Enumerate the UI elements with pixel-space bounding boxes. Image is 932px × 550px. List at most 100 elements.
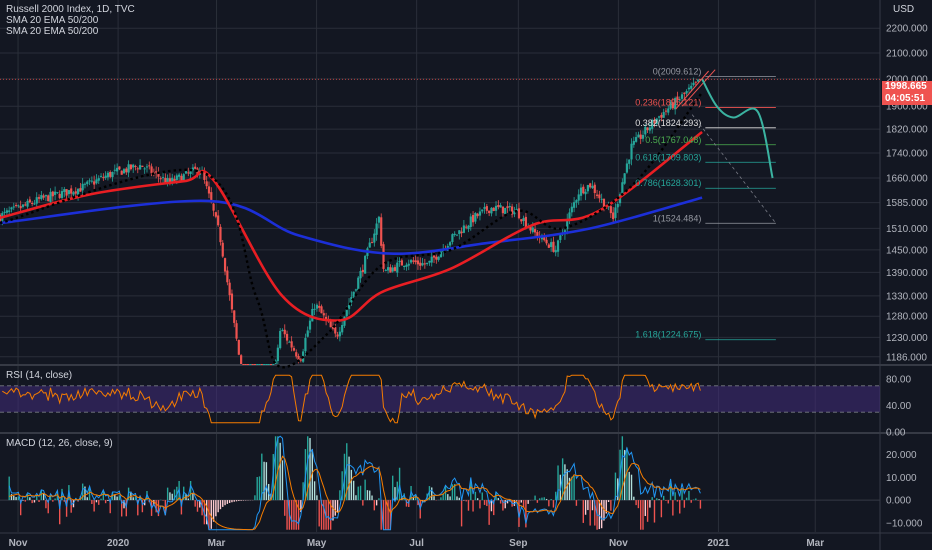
candle-body (155, 171, 158, 173)
ema200-line (0, 196, 703, 256)
candle-body (217, 215, 220, 226)
ema50-line (0, 130, 703, 322)
candle-body (63, 189, 66, 192)
candle-body (141, 165, 144, 167)
candle-body (517, 208, 521, 219)
candle-body (361, 269, 364, 273)
candle-body (671, 102, 674, 109)
macd-tick-label: 0.000 (886, 496, 911, 507)
candle-body (288, 341, 291, 343)
candle-body (14, 205, 18, 207)
indicator-legend-2[interactable]: SMA 20 EMA 50/200 (6, 26, 99, 37)
channel-line (681, 69, 716, 107)
candle-body (451, 234, 454, 242)
channel-line (675, 70, 709, 110)
candle-body (439, 251, 443, 258)
candle-body (246, 364, 250, 365)
candle-body (33, 203, 36, 205)
candle-body (497, 204, 500, 208)
candle-body (628, 159, 631, 164)
candle-body (47, 195, 50, 202)
candle-body (573, 202, 576, 208)
candle-body (501, 206, 505, 214)
candle-body (357, 277, 360, 291)
candle-body (598, 194, 601, 199)
candle-body (352, 291, 355, 297)
candle-body (460, 231, 463, 234)
candle-body (657, 116, 661, 118)
candle-body (529, 226, 532, 231)
candle-body (393, 267, 397, 271)
candle-body (412, 260, 415, 262)
macd-title[interactable]: MACD (12, 26, close, 9) (6, 438, 113, 449)
candle-body (697, 79, 700, 82)
candle-body (184, 170, 188, 174)
candle-body (5, 210, 8, 213)
candle-body (150, 166, 153, 174)
candle-body (279, 330, 282, 349)
candle-body (618, 194, 622, 204)
candle-body (644, 126, 647, 135)
candle-body (699, 79, 702, 81)
candle-body (258, 364, 261, 365)
candle-body (492, 207, 495, 212)
candle-body (159, 178, 162, 180)
candle-body (97, 178, 100, 181)
rsi-tick-label: 80.00 (886, 375, 911, 386)
candle-body (375, 223, 378, 235)
candle-body (26, 200, 29, 207)
candle-body (403, 265, 406, 268)
x-tick-label: Sep (509, 538, 527, 549)
candle-body (320, 306, 323, 314)
candle-body (660, 114, 663, 118)
candle-body (471, 215, 475, 223)
forecast-path (701, 78, 774, 179)
candle-body (513, 210, 516, 215)
candle-body (524, 216, 527, 227)
candle-body (244, 364, 247, 365)
candle-body (550, 242, 553, 247)
rsi-tick-label: 0.00 (886, 428, 906, 439)
candle-body (641, 135, 645, 139)
candle-body (341, 325, 344, 333)
candle-body (664, 110, 668, 112)
candle-body (324, 316, 328, 320)
candle-body (31, 203, 34, 205)
candle-body (70, 188, 73, 194)
candle-body (609, 206, 612, 214)
candle-body (251, 364, 254, 365)
candle-body (24, 204, 27, 206)
candle-body (490, 207, 493, 214)
x-tick-label: Mar (208, 538, 226, 549)
rsi-title[interactable]: RSI (14, close) (6, 370, 73, 381)
candle-body (584, 191, 587, 195)
candle-body (212, 203, 215, 211)
candle-body (368, 242, 371, 248)
x-tick-label: Jul (409, 538, 424, 549)
candle-body (614, 207, 617, 218)
candle-body (449, 242, 452, 246)
candle-body (545, 239, 548, 244)
candle-body (12, 206, 15, 208)
indicator-legend-1[interactable]: SMA 20 EMA 50/200 (6, 15, 99, 26)
candle-body (86, 181, 89, 185)
candle-body (90, 180, 93, 182)
candle-body (646, 127, 649, 131)
candle-body (637, 134, 640, 138)
candle-body (586, 185, 589, 192)
candle-body (589, 183, 592, 188)
candle-body (207, 186, 211, 194)
x-tick-label: Nov (609, 538, 628, 549)
candle-body (508, 205, 511, 208)
candle-body (318, 305, 321, 308)
candle-body (612, 212, 615, 220)
candle-body (269, 364, 273, 365)
candle-body (290, 341, 293, 348)
y-tick-label: 1450.000 (886, 245, 928, 256)
candle-body (520, 219, 523, 222)
candle-body (203, 171, 206, 180)
macd-tick-label: 20.000 (886, 450, 917, 461)
currency-label[interactable]: USD (893, 4, 915, 15)
candle-body (687, 87, 691, 90)
